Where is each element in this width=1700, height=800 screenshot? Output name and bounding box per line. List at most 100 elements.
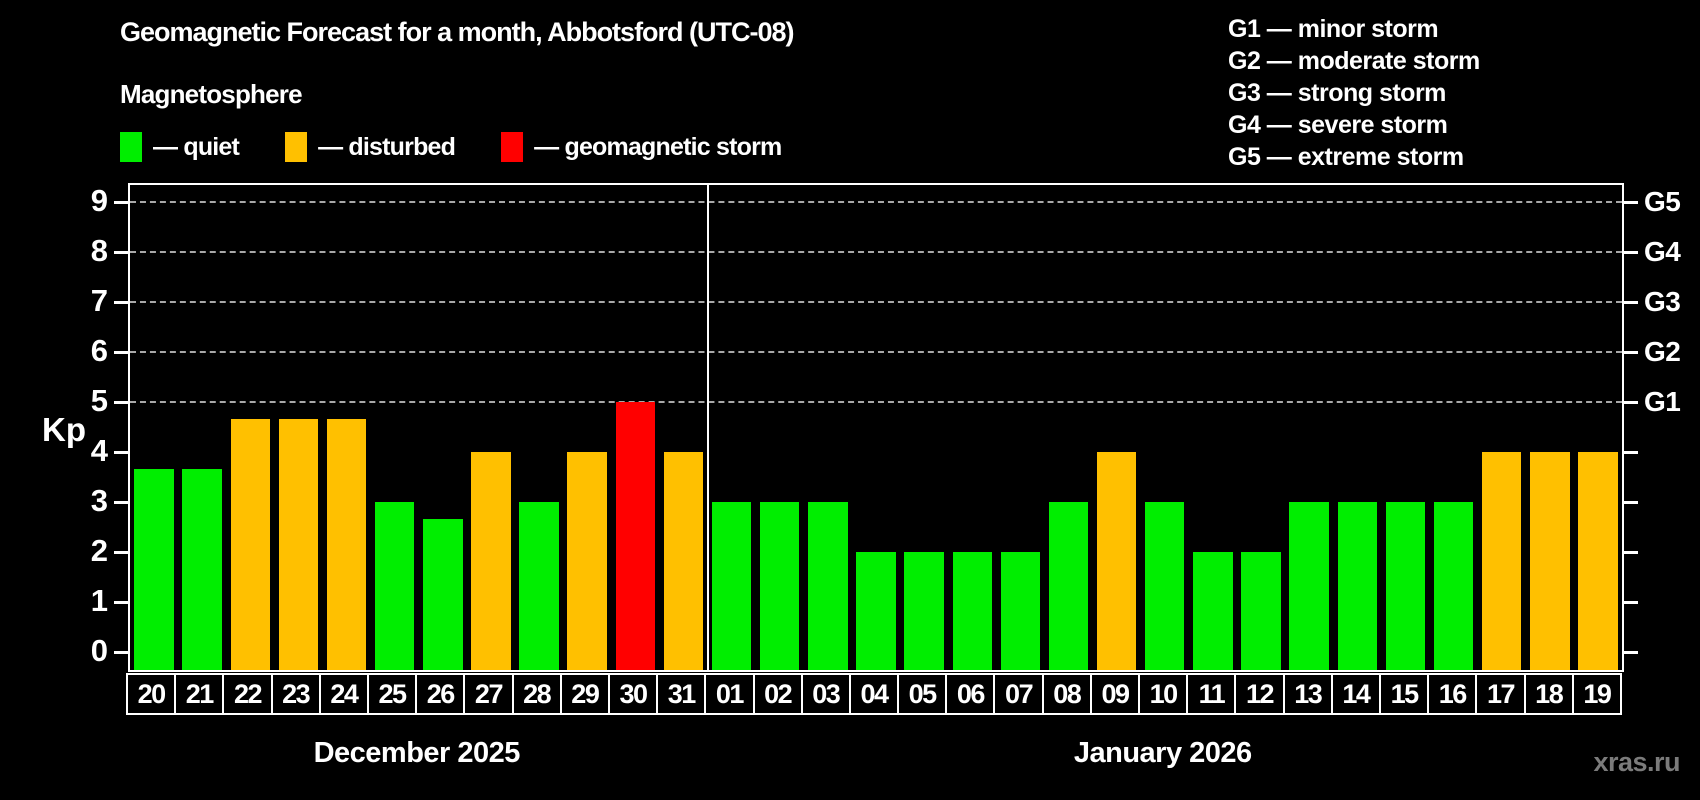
month-separator <box>706 185 709 670</box>
date-cell-24: 24 <box>320 675 367 713</box>
kp-bar-10 <box>1145 502 1185 670</box>
date-cell-30: 30 <box>609 675 657 713</box>
date-cell-19: 19 <box>1573 675 1620 713</box>
kp-bar-28 <box>519 502 559 670</box>
kp-bar-04 <box>856 552 896 670</box>
storm-swatch <box>501 132 524 162</box>
date-cell-03: 03 <box>802 675 849 713</box>
disturbed-swatch <box>285 132 308 162</box>
date-cell-12: 12 <box>1236 675 1283 713</box>
kp-bar-30 <box>615 402 656 670</box>
y-tick <box>114 501 128 504</box>
date-cell-31: 31 <box>658 675 705 713</box>
kp-bar-21 <box>182 468 222 670</box>
y-tick <box>114 551 128 554</box>
kp-bar-09 <box>1096 452 1137 670</box>
kp-bar-19 <box>1578 452 1618 670</box>
storm-scale-item-g5: G5 — extreme storm <box>1228 143 1464 171</box>
date-cell-01: 01 <box>706 675 753 713</box>
storm-scale-item-g1: G1 — minor storm <box>1228 15 1439 43</box>
y-tick-right <box>1624 251 1638 254</box>
kp-bar-23 <box>278 418 319 670</box>
kp-bar-02 <box>760 502 800 670</box>
date-cell-09: 09 <box>1091 675 1139 713</box>
kp-bar-14 <box>1337 502 1377 670</box>
y-tick-right <box>1624 551 1638 554</box>
kp-bar-25 <box>374 502 415 670</box>
date-cell-11: 11 <box>1188 675 1235 713</box>
date-cell-25: 25 <box>368 675 416 713</box>
date-cell-20: 20 <box>128 675 175 713</box>
y-tick-right <box>1624 301 1638 304</box>
kp-bar-31 <box>663 452 704 670</box>
y-tick-label: 6 <box>90 332 108 368</box>
storm-scale-item-g3: G3 — strong storm <box>1228 79 1446 107</box>
kp-bar-16 <box>1433 502 1474 670</box>
legend-label-storm: — geomagnetic storm <box>534 132 782 161</box>
y-tick-label: 5 <box>90 382 108 418</box>
legend-item-storm: — geomagnetic storm <box>501 132 782 162</box>
g-scale-label: G5 <box>1644 186 1681 217</box>
date-cell-29: 29 <box>561 675 608 713</box>
y-tick-label: 7 <box>90 282 108 318</box>
y-gridline <box>130 301 1622 303</box>
watermark: xras.ru <box>1593 747 1680 777</box>
legend-item-quiet: — quiet <box>120 132 240 162</box>
date-cell-08: 08 <box>1043 675 1090 713</box>
date-cell-10: 10 <box>1140 675 1187 713</box>
y-tick-right <box>1624 201 1638 204</box>
g-scale-label: G4 <box>1644 236 1681 267</box>
date-cell-15: 15 <box>1381 675 1428 713</box>
kp-bar-05 <box>904 552 944 670</box>
date-cell-14: 14 <box>1332 675 1380 713</box>
y-tick-label: 1 <box>90 582 108 618</box>
kp-bar-18 <box>1530 452 1570 670</box>
y-tick-label: 8 <box>90 232 108 268</box>
date-cell-07: 07 <box>995 675 1042 713</box>
y-tick <box>114 401 128 404</box>
legend-label-quiet: — quiet <box>153 132 240 161</box>
kp-bar-29 <box>567 452 607 670</box>
date-cell-16: 16 <box>1429 675 1476 713</box>
kp-bar-20 <box>134 468 174 670</box>
y-tick-label: 4 <box>90 432 108 468</box>
chart-subtitle: Magnetosphere <box>120 79 303 109</box>
y-tick <box>114 451 128 454</box>
date-cell-05: 05 <box>899 675 946 713</box>
y-gridline <box>130 201 1622 203</box>
date-cell-02: 02 <box>754 675 801 713</box>
date-cell-23: 23 <box>272 675 319 713</box>
y-tick <box>114 251 128 254</box>
y-tick-label: 9 <box>90 182 108 218</box>
date-cell-27: 27 <box>465 675 512 713</box>
date-cell-21: 21 <box>176 675 223 713</box>
date-cell-04: 04 <box>850 675 898 713</box>
y-tick-right <box>1624 351 1638 354</box>
y-tick-right <box>1624 451 1638 454</box>
y-tick-label: 3 <box>90 482 108 518</box>
month-label: January 2026 <box>1073 737 1252 769</box>
kp-bar-07 <box>1000 552 1041 670</box>
kp-bar-26 <box>423 518 463 670</box>
date-cell-13: 13 <box>1284 675 1331 713</box>
month-label: December 2025 <box>313 737 521 769</box>
y-tick <box>114 651 128 654</box>
date-axis: 20 21 22 23 24 25 26 27 28 29 30 31 01 02 03 04 05 06 07 08… <box>126 673 1622 715</box>
y-tick <box>114 301 128 304</box>
kp-bar-15 <box>1385 502 1426 670</box>
legend-label-disturbed: — disturbed <box>318 132 456 161</box>
y-tick-right <box>1624 601 1638 604</box>
date-cell-18: 18 <box>1525 675 1572 713</box>
y-tick-label: 2 <box>90 532 108 568</box>
date-cell-22: 22 <box>224 675 271 713</box>
y-gridline <box>130 351 1622 353</box>
g-scale-label: G1 <box>1644 386 1681 417</box>
y-tick <box>114 351 128 354</box>
kp-bar-03 <box>808 502 848 670</box>
y-axis-title: Kp <box>42 411 86 448</box>
date-cell-17: 17 <box>1477 675 1524 713</box>
y-gridline <box>130 251 1622 253</box>
y-tick-right <box>1624 401 1638 404</box>
date-cell-28: 28 <box>513 675 560 713</box>
